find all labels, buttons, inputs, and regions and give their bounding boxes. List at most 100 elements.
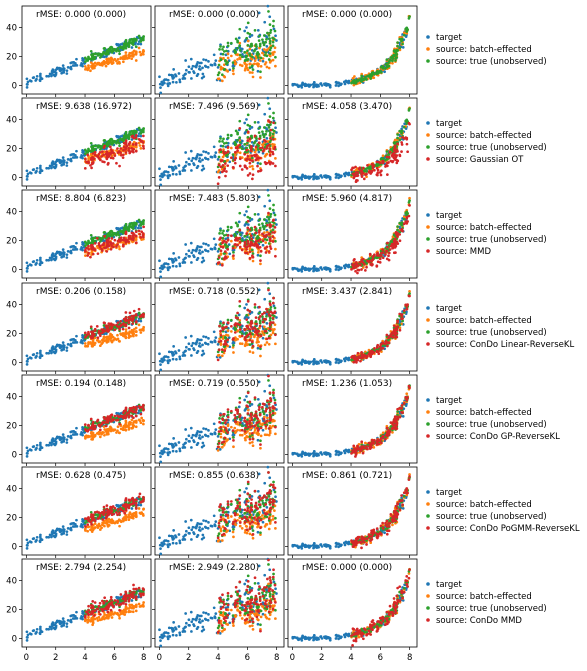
transformed-point	[121, 327, 125, 331]
transformed-point	[124, 324, 128, 328]
y-tick-label: 20	[6, 52, 17, 62]
transformed-point	[233, 243, 237, 246]
legend-entry: target	[436, 211, 463, 221]
transformed-point	[106, 152, 110, 155]
source-true-point	[246, 57, 250, 61]
source-true-point	[221, 139, 224, 143]
source-batch-point	[259, 76, 262, 79]
transformed-point	[220, 263, 224, 267]
source-true-point	[244, 58, 247, 62]
target-point	[198, 249, 201, 252]
source-batch-point	[119, 56, 123, 60]
source-batch-point	[271, 328, 274, 331]
target-point	[55, 343, 59, 347]
transformed-point	[131, 149, 134, 153]
transformed-point	[406, 150, 409, 154]
transformed-point	[134, 149, 138, 153]
target-point	[189, 57, 193, 61]
target-point	[116, 135, 120, 138]
transformed-point	[354, 180, 358, 184]
source-batch-point	[236, 337, 239, 341]
source-true-point	[246, 113, 250, 117]
transformed-point	[230, 156, 233, 160]
transformed-point	[91, 334, 95, 338]
source-batch-point	[100, 342, 103, 346]
source-true-point	[240, 147, 244, 151]
target-point	[214, 243, 218, 246]
transformed-point	[352, 265, 355, 269]
transformed-point	[232, 254, 235, 257]
transformed-point	[248, 244, 252, 248]
source-true-point	[119, 138, 123, 142]
target-point	[309, 175, 312, 179]
target-point	[28, 263, 32, 266]
source-batch-point	[223, 75, 227, 79]
source-true-point	[253, 48, 257, 51]
target-point	[268, 199, 272, 203]
transformed-point	[130, 147, 134, 150]
target-point	[200, 260, 204, 264]
source-true-point	[86, 59, 90, 62]
target-point	[312, 265, 316, 268]
target-point	[201, 256, 205, 260]
target-point	[158, 167, 161, 171]
source-batch-point	[131, 333, 135, 337]
transformed-point	[134, 230, 138, 234]
target-point	[50, 74, 53, 78]
source-batch-point	[97, 340, 101, 344]
target-point	[171, 80, 175, 84]
source-true-point	[221, 231, 224, 235]
source-true-point	[393, 49, 396, 53]
source-batch-point	[134, 53, 138, 56]
transformed-point	[272, 121, 275, 125]
target-point	[305, 175, 308, 179]
transformed-point	[234, 156, 238, 160]
target-point	[201, 164, 205, 168]
target-point	[61, 156, 65, 160]
legend-entry: source: Gaussian OT	[436, 155, 524, 165]
source-true-point	[258, 42, 262, 46]
source-true-point	[271, 44, 275, 48]
source-true-point	[232, 66, 235, 70]
transformed-point	[83, 166, 87, 170]
target-point	[256, 346, 260, 350]
target-point	[256, 253, 260, 257]
transformed-point	[87, 248, 90, 251]
target-point	[184, 256, 187, 260]
transformed-point	[393, 237, 397, 241]
transformed-point	[217, 175, 221, 179]
transformed-point	[393, 243, 396, 247]
transformed-point	[236, 146, 239, 150]
source-true-point	[385, 150, 389, 153]
source-true-point	[398, 138, 402, 142]
y-tick-label: 20	[6, 144, 17, 154]
transformed-point	[106, 325, 110, 329]
transformed-point	[395, 241, 399, 245]
target-point	[268, 15, 272, 19]
transformed-point	[244, 158, 248, 162]
target-point	[202, 335, 205, 338]
source-batch-point	[109, 57, 112, 61]
source-true-point	[219, 137, 222, 140]
target-point	[256, 212, 260, 216]
target-point	[328, 85, 332, 89]
source-batch-point	[236, 53, 239, 57]
source-true-point	[253, 212, 257, 216]
target-point	[166, 176, 170, 180]
legend-marker	[426, 133, 430, 137]
source-true-point	[259, 254, 262, 258]
transformed-point	[132, 309, 136, 313]
source-true-point	[118, 52, 121, 56]
source-batch-point	[226, 329, 230, 332]
transformed-point	[236, 149, 239, 152]
target-point	[158, 75, 161, 79]
source-true-point	[370, 74, 373, 78]
source-true-point	[268, 134, 272, 137]
target-point	[54, 255, 58, 259]
transformed-point	[127, 146, 131, 150]
source-batch-point	[271, 331, 275, 335]
target-point	[195, 166, 199, 170]
transformed-point	[248, 256, 252, 260]
source-batch-point	[221, 337, 225, 340]
source-true-point	[398, 129, 402, 133]
